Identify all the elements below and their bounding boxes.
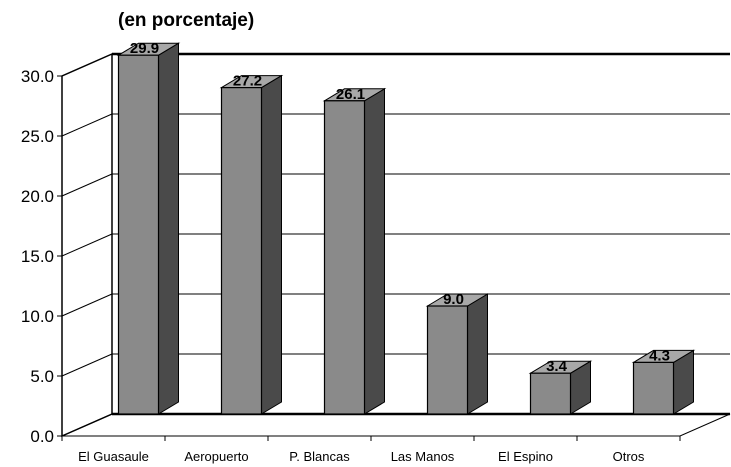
data-label: 29.9 bbox=[130, 40, 159, 57]
side-gridline bbox=[61, 233, 113, 257]
bar bbox=[322, 87, 387, 415]
side-gridline bbox=[61, 353, 113, 377]
data-label: 4.3 bbox=[649, 347, 670, 364]
y-tick-label: 15.0 bbox=[21, 247, 54, 266]
bar-front-face bbox=[529, 372, 572, 415]
y-axis: 0.0 5.0 10.0 15.0 20.0 25.0 30.0 bbox=[21, 67, 62, 446]
y-tick-label: 20.0 bbox=[21, 187, 54, 206]
x-tick-label: El Espino bbox=[498, 449, 553, 464]
chart-subtitle: (en porcentaje) bbox=[118, 10, 254, 31]
data-labels: 29.9 27.2 26.1 9.0 3.4 4.3 bbox=[130, 40, 670, 375]
bar bbox=[116, 42, 181, 415]
bar bbox=[631, 349, 696, 415]
bar bbox=[219, 74, 284, 415]
bar-front-face bbox=[323, 100, 366, 415]
data-label: 9.0 bbox=[443, 291, 464, 308]
bar-side-face bbox=[364, 87, 385, 415]
bar-front-face bbox=[117, 54, 160, 415]
x-tick-label: P. Blancas bbox=[289, 449, 350, 464]
x-tick-label: El Guasaule bbox=[78, 449, 149, 464]
bar bbox=[425, 293, 490, 415]
x-tick-label: Las Manos bbox=[391, 449, 455, 464]
side-gridline bbox=[61, 293, 113, 317]
x-tick-label: Otros bbox=[613, 449, 645, 464]
bar-front-face bbox=[632, 361, 675, 415]
y-tick-label: 0.0 bbox=[30, 427, 54, 446]
bar-side-face bbox=[467, 293, 488, 415]
data-label: 26.1 bbox=[336, 86, 365, 103]
bars bbox=[116, 42, 696, 415]
y-tick-label: 30.0 bbox=[21, 67, 54, 86]
y-tick-label: 5.0 bbox=[30, 367, 54, 386]
data-label: 3.4 bbox=[546, 358, 568, 375]
floor bbox=[61, 413, 731, 437]
bar-side-face bbox=[158, 42, 179, 415]
bar-side-face bbox=[261, 74, 282, 415]
x-axis: El Guasaule Aeropuerto P. Blancas Las Manos… bbox=[61, 436, 681, 464]
side-gridline bbox=[61, 113, 113, 137]
side-gridline bbox=[61, 173, 113, 197]
gridlines bbox=[61, 113, 730, 416]
data-label: 27.2 bbox=[233, 73, 262, 90]
bar-front-face bbox=[220, 86, 263, 415]
bar-front-face bbox=[426, 305, 469, 415]
y-tick-label: 10.0 bbox=[21, 307, 54, 326]
y-tick-label: 25.0 bbox=[21, 127, 54, 146]
x-tick-label: Aeropuerto bbox=[184, 449, 248, 464]
bar bbox=[528, 360, 593, 415]
